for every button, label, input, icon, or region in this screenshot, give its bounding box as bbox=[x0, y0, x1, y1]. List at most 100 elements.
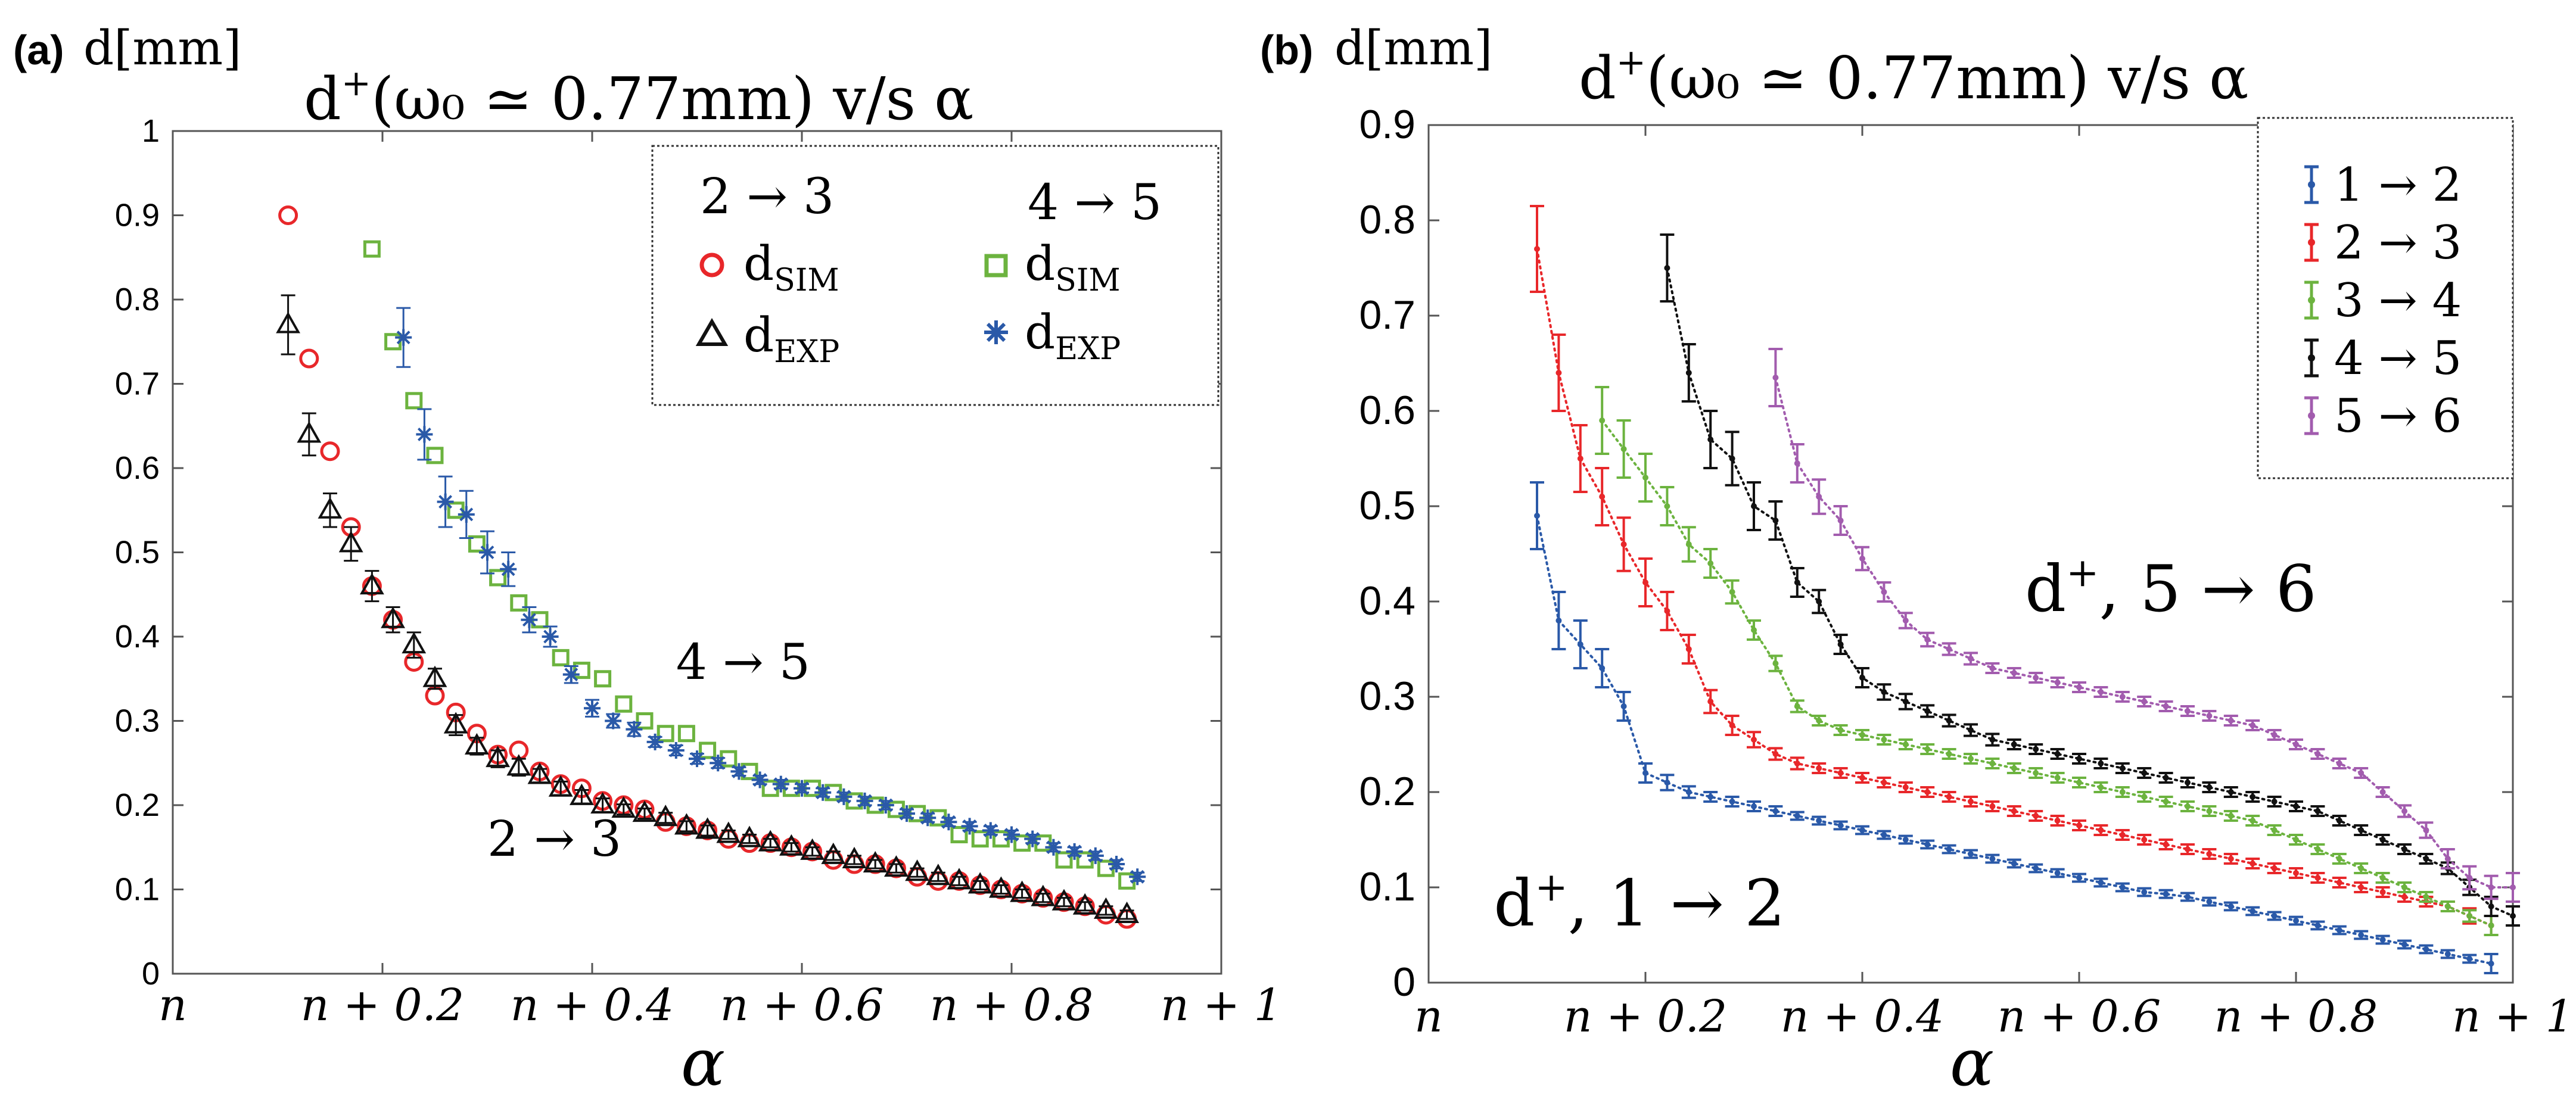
y-tick-label: 0 bbox=[1393, 959, 1415, 1005]
data-point bbox=[2314, 875, 2321, 881]
y-tick-label: 0.4 bbox=[1359, 578, 1415, 624]
legend-b-label: 2 → 3 bbox=[2334, 216, 2462, 270]
data-point bbox=[947, 868, 972, 890]
data-point bbox=[632, 800, 657, 822]
data-point bbox=[1751, 803, 1757, 809]
data-point bbox=[2379, 789, 2386, 795]
y-tick-label: 0 bbox=[142, 956, 160, 992]
data-point bbox=[1816, 718, 1822, 724]
legend-b-marker bbox=[2308, 297, 2315, 304]
data-point bbox=[1620, 446, 1627, 452]
data-point bbox=[2379, 837, 2386, 843]
data-point bbox=[2098, 827, 2104, 833]
data-point bbox=[1794, 460, 1800, 466]
data-point bbox=[1968, 851, 1974, 857]
data-point bbox=[779, 834, 804, 856]
data-point bbox=[1051, 889, 1077, 911]
data-point bbox=[2423, 856, 2429, 862]
data-point bbox=[2336, 818, 2342, 824]
x-tick-label: n + 1 bbox=[1161, 980, 1282, 1031]
data-point bbox=[1685, 789, 1692, 795]
panel-b-axes-box bbox=[1427, 124, 2514, 984]
data-point bbox=[716, 821, 741, 843]
panel-a-label: (a) bbox=[13, 27, 64, 73]
data-point bbox=[2271, 913, 2278, 919]
data-point bbox=[653, 805, 678, 827]
x-tick-label: n + 0.6 bbox=[1998, 991, 2161, 1042]
data-point bbox=[2401, 942, 2407, 947]
data-point bbox=[689, 750, 705, 768]
data-point bbox=[1989, 760, 1996, 766]
data-point bbox=[2293, 741, 2299, 747]
panel-b-y-axis: 0 0.1 0.2 0.3 0.4 0.5 0.6 0.7 0.8 0.9 bbox=[1359, 102, 2513, 1005]
data-point bbox=[2488, 884, 2494, 890]
data-point bbox=[2444, 903, 2451, 909]
x-tick-label: n + 1 bbox=[2452, 991, 2574, 1042]
legend-a-header-4-5: 4 → 5 bbox=[1028, 174, 1162, 231]
data-point bbox=[2488, 922, 2494, 928]
data-point bbox=[1816, 765, 1822, 771]
data-point bbox=[2358, 932, 2365, 938]
data-point bbox=[1881, 737, 1887, 743]
data-point bbox=[569, 783, 594, 805]
data-point bbox=[1859, 732, 1865, 738]
legend-a-exp45-marker bbox=[984, 320, 1008, 344]
data-point bbox=[674, 813, 699, 835]
data-point bbox=[2358, 884, 2365, 890]
data-point bbox=[1816, 494, 1822, 500]
panel-b-y-unit: d[mm] bbox=[1334, 20, 1492, 76]
data-point bbox=[510, 594, 528, 612]
data-point bbox=[1902, 784, 1909, 790]
panel-b-annotation-5-6: d+, 5 → 6 bbox=[2025, 550, 2317, 627]
data-point bbox=[1837, 641, 1844, 647]
data-point bbox=[542, 628, 559, 645]
y-tick-label: 0.4 bbox=[115, 619, 160, 654]
panel-b-annotation-1-2: d+, 1 → 2 bbox=[1494, 864, 1785, 941]
panel-a-title: d+(ω₀ ≃ 0.77mm) v/s α bbox=[304, 63, 973, 133]
data-point bbox=[1577, 641, 1583, 647]
data-point bbox=[615, 695, 633, 713]
data-point bbox=[2488, 961, 2494, 967]
data-point bbox=[2358, 770, 2365, 776]
panel-a-plot-area bbox=[276, 205, 1146, 929]
data-point bbox=[611, 796, 636, 818]
y-tick-label: 0.1 bbox=[1359, 864, 1415, 909]
data-point bbox=[1989, 803, 1996, 809]
legend-b-entry: 4 → 5 bbox=[2304, 332, 2462, 385]
data-point bbox=[2054, 751, 2061, 757]
legend-a-sim45-label: dSIM bbox=[1025, 236, 1121, 298]
legend-a-header-2-3: 2 → 3 bbox=[700, 169, 834, 225]
data-point bbox=[2011, 670, 2017, 676]
y-tick-label: 0.3 bbox=[1359, 674, 1415, 719]
y-tick-label: 0.2 bbox=[115, 787, 160, 823]
data-point bbox=[1902, 837, 1909, 843]
legend-b-entry: 3 → 4 bbox=[2304, 274, 2462, 328]
data-point bbox=[2466, 913, 2473, 919]
data-point bbox=[2033, 675, 2039, 681]
data-point bbox=[919, 809, 937, 827]
series-2-3 bbox=[1530, 205, 2499, 936]
series-exp23 bbox=[276, 294, 1140, 923]
data-point bbox=[2336, 927, 2342, 933]
data-point bbox=[2076, 875, 2082, 881]
y-tick-label: 0.7 bbox=[115, 366, 160, 402]
data-point bbox=[1968, 799, 1974, 805]
data-point bbox=[2227, 813, 2234, 819]
legend-b-marker bbox=[2308, 181, 2315, 188]
data-point bbox=[1751, 627, 1757, 633]
data-point bbox=[737, 825, 762, 847]
data-point bbox=[2250, 722, 2256, 728]
data-point bbox=[2488, 903, 2494, 909]
data-point bbox=[1881, 689, 1887, 695]
data-point bbox=[842, 846, 867, 868]
data-point bbox=[2033, 746, 2039, 752]
data-point bbox=[2314, 922, 2321, 928]
data-point bbox=[425, 685, 445, 706]
data-point bbox=[2185, 803, 2191, 809]
data-point bbox=[1751, 737, 1757, 743]
data-point bbox=[2510, 913, 2516, 919]
data-point bbox=[1685, 646, 1692, 652]
x-tick-label: n + 0.8 bbox=[930, 980, 1093, 1031]
y-tick-label: 0.9 bbox=[1359, 102, 1415, 147]
data-point bbox=[2163, 799, 2169, 805]
